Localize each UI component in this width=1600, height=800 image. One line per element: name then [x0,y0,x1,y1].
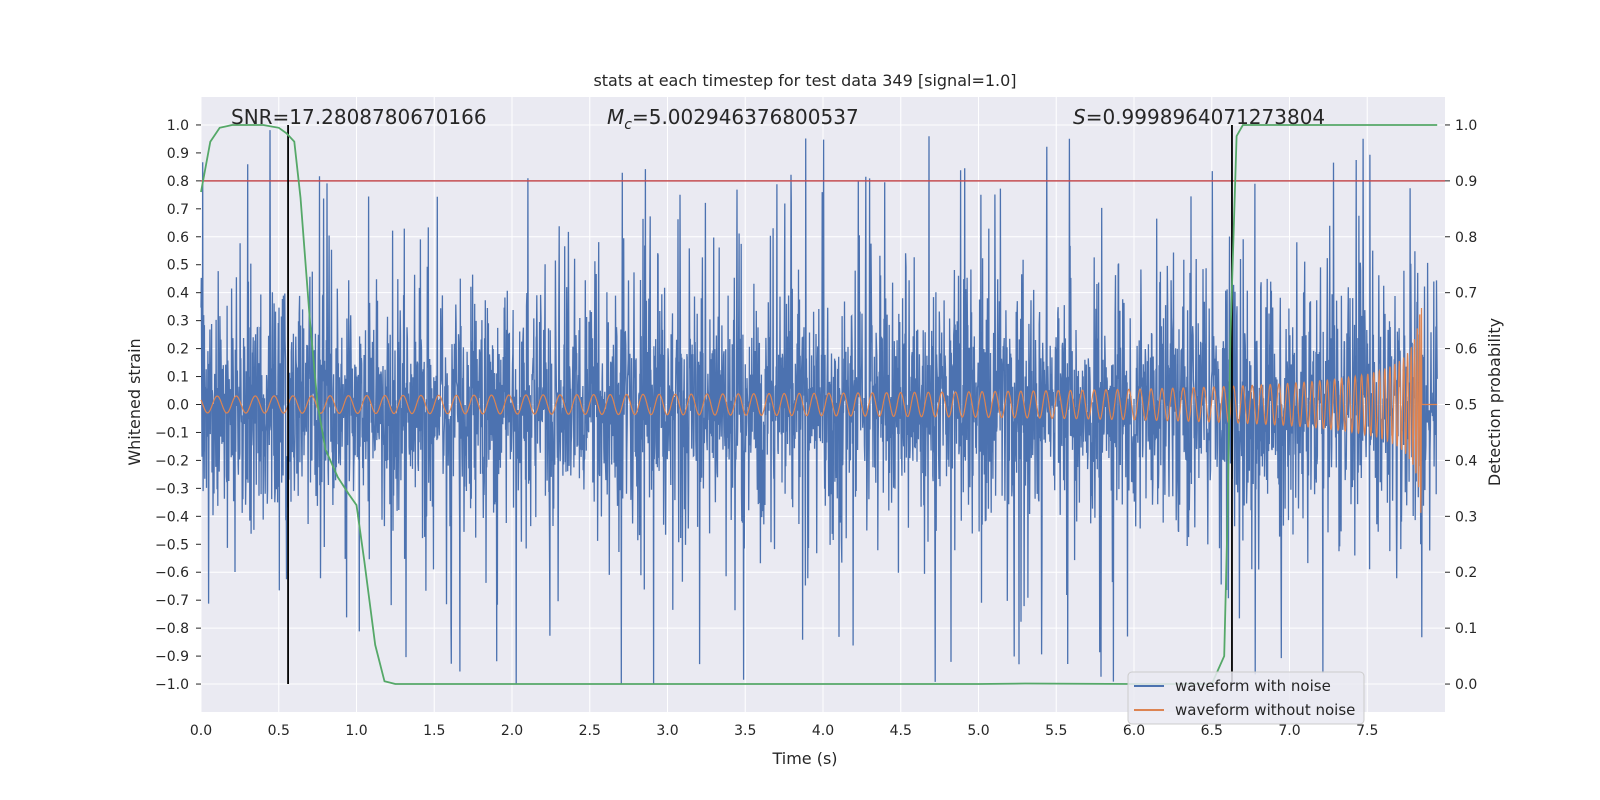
detection-probability-line [200,124,1438,685]
legend-label-clean: waveform without noise [1175,701,1355,719]
chart-title: stats at each timestep for test data 349… [593,71,1016,90]
y-tick-label-right: 0.4 [1455,453,1477,469]
y-tick-label-right: 0.7 [1455,286,1477,302]
chirp-mass-value: =5.002946376800537 [632,105,859,129]
y-tick-label-left: 0.4 [167,286,189,302]
chirp-mass-subscript: c [624,117,632,133]
y-tick-label-left: −0.8 [155,621,189,637]
snr-annotation: SNR=17.2808780670166 [231,105,487,129]
y-tick-label-left: 0.6 [167,230,189,246]
y-tick-label-right: 0.2 [1455,565,1477,581]
y-tick-label-left: −0.7 [155,593,189,609]
y-tick-label-left: −0.2 [155,453,189,469]
y-tick-label-right: 1.0 [1455,118,1477,134]
y-axis-title-left: Whitened strain [125,338,144,465]
x-tick-label: 1.5 [423,723,445,739]
y-tick-label-right: 0.3 [1455,509,1477,525]
y-tick-label-left: −0.1 [155,425,189,441]
chirp-mass-annotation: Mc=5.002946376800537 [607,105,859,133]
x-tick-label: 0.5 [268,723,290,739]
y-tick-label-left: 0.5 [167,258,189,274]
y-tick-label-left: −0.9 [155,649,189,665]
y-tick-label-left: 0.3 [167,314,189,330]
y-tick-label-right: 0.9 [1455,174,1477,190]
y-tick-label-left: 0.8 [167,174,189,190]
y-tick-label-right: 0.8 [1455,230,1477,246]
x-tick-label: 7.0 [1278,723,1300,739]
y-tick-label-right: 0.5 [1455,398,1477,414]
detection-stat-value: =0.9998964071273804 [1086,105,1325,129]
x-tick-label: 4.0 [812,723,834,739]
detection-stat-symbol: S [1073,105,1086,129]
legend-label-noisy: waveform with noise [1175,677,1331,695]
y-tick-label-left: 1.0 [167,118,189,134]
x-tick-label: 6.5 [1201,723,1223,739]
legend: waveform with noise waveform without noi… [1127,671,1365,725]
y-tick-label-right: 0.6 [1455,342,1477,358]
y-tick-label-left: 0.0 [167,398,189,414]
y-tick-label-left: −0.6 [155,565,189,581]
y-tick-label-left: −0.3 [155,481,189,497]
detection-stat-annotation: S=0.9998964071273804 [1073,105,1325,129]
x-tick-label: 7.5 [1356,723,1378,739]
x-tick-label: 5.0 [967,723,989,739]
x-tick-label: 3.5 [734,723,756,739]
x-tick-label: 3.0 [656,723,678,739]
axes-layer: 0.0 0.5 1.0 1.5 2.0 2.5 3.0 3.5 4.0 4.5 5.0 5.5 6.0 6… [155,118,1477,739]
y-tick-label-left: −0.5 [155,537,189,553]
x-tick-label: 2.5 [579,723,601,739]
x-tick-label: 1.0 [345,723,367,739]
chirp-mass-symbol: M [607,105,624,129]
y-tick-label-right: 0.1 [1455,621,1477,637]
y-axis-title-right: Detection probability [1485,318,1504,486]
x-tick-label: 0.0 [190,723,212,739]
x-tick-label: 2.0 [501,723,523,739]
y-tick-label-left: 0.7 [167,202,189,218]
data-layer [200,124,1445,685]
y-tick-label-left: 0.1 [167,370,189,386]
y-tick-label-left: 0.2 [167,342,189,358]
x-tick-label: 4.5 [890,723,912,739]
x-tick-label: 6.0 [1123,723,1145,739]
y-tick-label-left: −1.0 [155,677,189,693]
y-tick-label-right: 0.0 [1455,677,1477,693]
x-axis-title: Time (s) [771,749,837,768]
legend-box [1127,671,1365,725]
y-tick-label-left: 0.9 [167,146,189,162]
x-tick-label: 5.5 [1045,723,1067,739]
y-tick-label-left: −0.4 [155,509,189,525]
